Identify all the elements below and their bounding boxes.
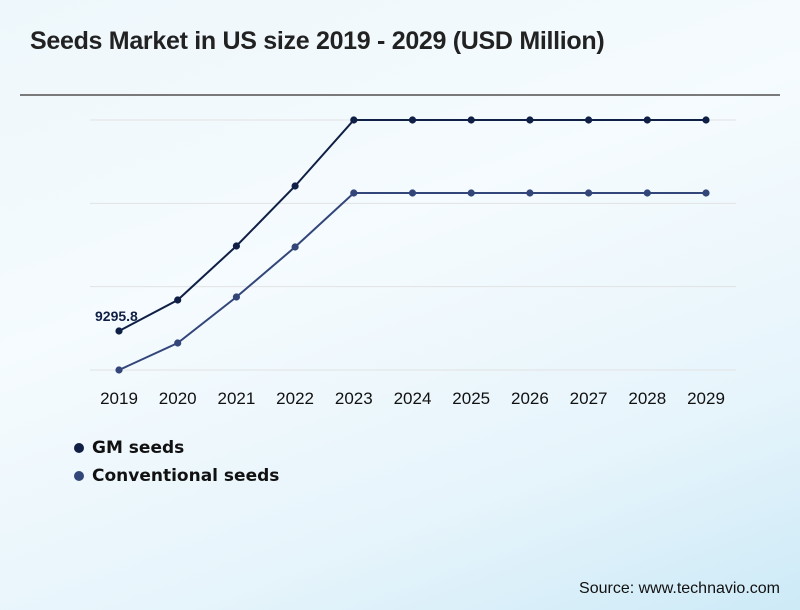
data-point — [702, 116, 710, 124]
x-tick-label: 2021 — [217, 389, 255, 408]
x-tick-label: 2026 — [511, 389, 549, 408]
title-divider — [20, 94, 780, 96]
x-tick-label: 2027 — [570, 389, 608, 408]
data-point — [408, 189, 417, 197]
series-line — [118, 192, 706, 371]
x-tick-label: 2023 — [335, 389, 373, 408]
data-point — [291, 243, 299, 251]
data-point — [526, 189, 534, 197]
chart-title: Seeds Market in US size 2019 - 2029 (USD… — [30, 27, 605, 55]
data-point — [115, 327, 123, 335]
data-point — [585, 116, 593, 124]
legend-item-conventional-seeds[interactable]: Conventional seeds — [74, 462, 279, 490]
x-tick-label: 2029 — [687, 389, 725, 408]
x-tick-label: 2025 — [452, 389, 490, 408]
data-point — [643, 116, 651, 124]
data-point — [467, 116, 475, 124]
x-tick-label: 2028 — [628, 389, 666, 408]
series-line — [118, 119, 706, 332]
data-point — [585, 189, 593, 197]
data-point — [232, 293, 240, 301]
x-tick-label: 2024 — [394, 389, 432, 408]
data-point — [291, 182, 299, 190]
x-tick-label: 2020 — [159, 389, 197, 408]
data-point — [408, 116, 417, 124]
data-point — [467, 189, 475, 197]
x-tick-label: 2019 — [100, 389, 138, 408]
legend-item-gm-seeds[interactable]: GM seeds — [74, 434, 279, 462]
legend-label: Conventional seeds — [92, 466, 280, 486]
data-point — [232, 242, 240, 250]
legend-marker-conventional-seeds — [74, 471, 84, 481]
legend-marker-gm-seeds — [74, 443, 84, 453]
legend-label: GM seeds — [92, 438, 185, 458]
data-point — [702, 189, 710, 197]
data-point — [350, 116, 358, 124]
data-label: 9295.8 — [95, 308, 138, 324]
x-tick-label: 2022 — [276, 389, 314, 408]
legend: GM seeds Conventional seeds — [74, 434, 279, 490]
data-point — [174, 339, 182, 347]
data-point — [174, 296, 182, 304]
data-point — [643, 189, 651, 197]
data-point — [350, 189, 358, 197]
data-point — [115, 366, 123, 374]
data-point — [526, 116, 534, 124]
source-credit: Source: www.technavio.com — [579, 580, 780, 597]
